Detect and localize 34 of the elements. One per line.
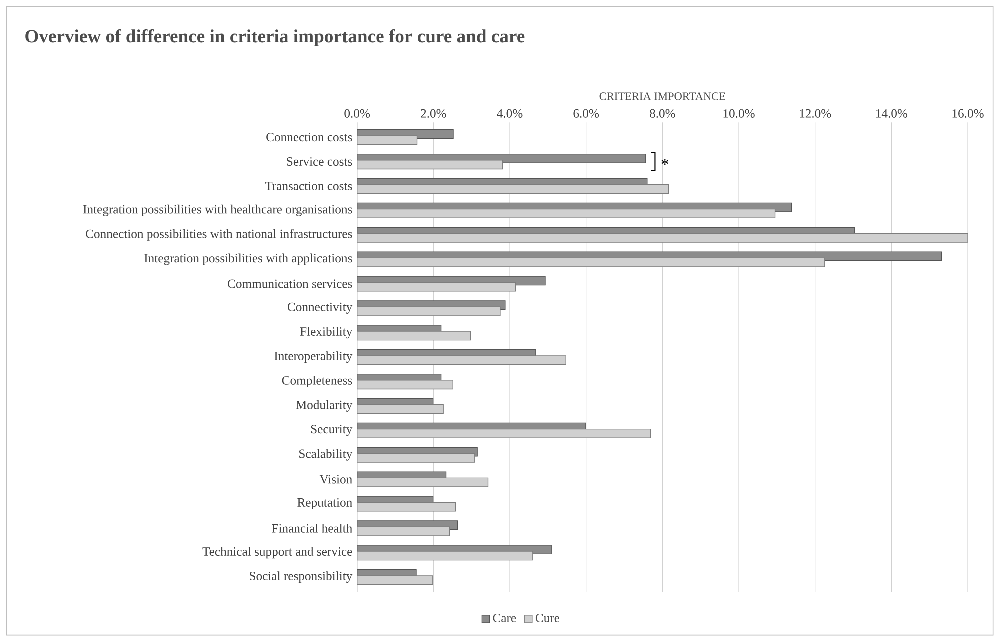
x-tick-label: 14.0%: [876, 109, 908, 118]
x-tick-label: 10.0%: [724, 109, 755, 118]
y-tick-label: Reputation: [298, 498, 352, 510]
y-tick-label: Modularity: [296, 400, 353, 412]
y-tick-label: Interoperability: [274, 352, 353, 364]
annotation: *: [662, 158, 669, 166]
y-tick-label: Integration possibilities with applications: [144, 254, 352, 266]
y-tick-label: Connection possibilities with national infrastructures: [86, 229, 352, 241]
x-tick-label: 16.0%: [952, 109, 984, 118]
chart-title: Overview of difference in criteria importance for cure and care: [26, 29, 525, 47]
y-tick-label: Transaction costs: [265, 182, 352, 190]
x-tick-label: 2.0%: [421, 109, 446, 118]
x-tick-label: 12.0%: [800, 109, 832, 118]
y-tick-label: Completeness: [282, 376, 352, 388]
y-tick-label: Service costs: [287, 158, 352, 166]
y-tick-label: Vision: [320, 475, 352, 484]
y-tick-label: Connectivity: [288, 302, 353, 314]
legend-label: Cure: [536, 614, 560, 622]
x-tick-label: 0.0%: [344, 109, 370, 118]
x-axis-title: CRITERIA IMPORTANCE: [600, 92, 726, 100]
y-tick-label: Communication services: [228, 280, 352, 288]
y-tick-label: Scalability: [300, 449, 353, 461]
y-tick-label: Connection costs: [266, 133, 352, 142]
x-tick-label: 4.0%: [497, 109, 523, 118]
bar: [357, 136, 418, 146]
x-tick-label: 6.0%: [574, 109, 600, 118]
x-tick-label: 8.0%: [650, 109, 676, 118]
y-tick-label: Flexibility: [300, 327, 353, 339]
y-tick-label: Integration possibilities with healthcare organisations: [83, 204, 352, 216]
legend-label: Care: [493, 614, 516, 622]
y-tick-label: Financial health: [272, 524, 352, 533]
y-tick-label: Social responsibility: [250, 572, 353, 584]
y-tick-label: Security: [311, 425, 353, 436]
y-tick-label: Technical support and service: [202, 547, 352, 559]
